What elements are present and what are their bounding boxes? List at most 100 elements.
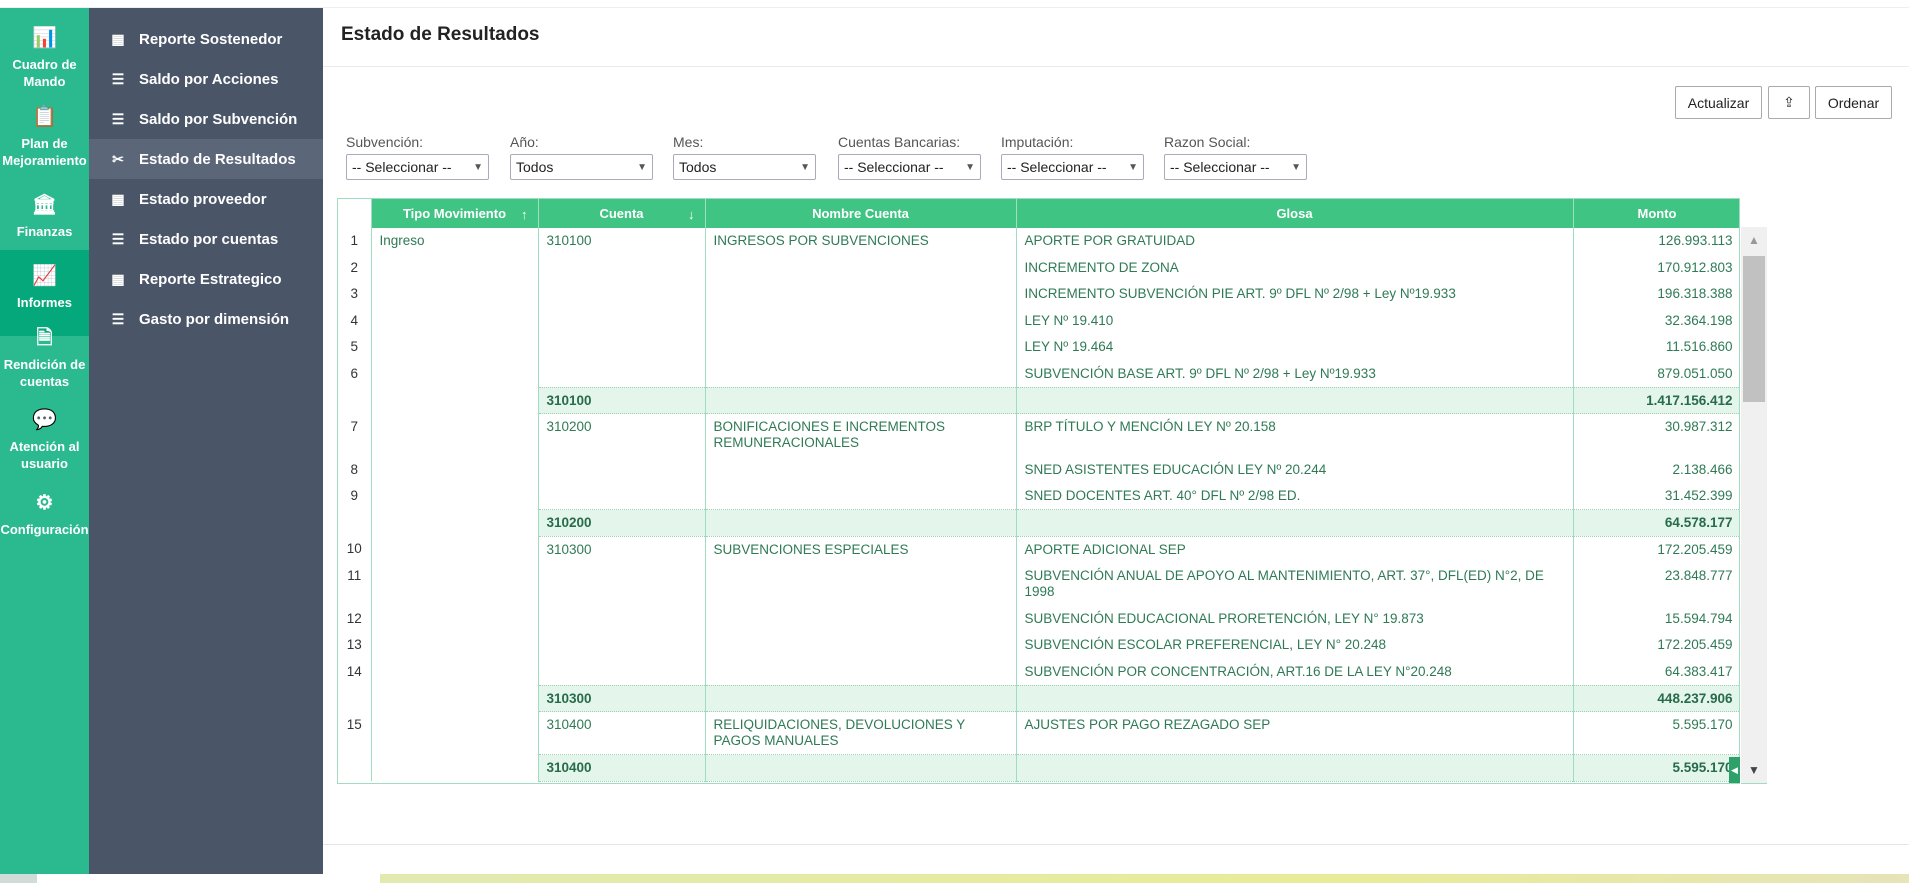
- rail-item-informes[interactable]: 📈 Informes: [0, 250, 89, 336]
- subtotal-nombre: [705, 386, 1017, 414]
- table-row[interactable]: 6 SUBVENCIÓN BASE ART. 9º DFL Nº 2/98 + L…: [338, 360, 1739, 387]
- monto-cell: 196.318.388: [1573, 281, 1739, 308]
- filter-select[interactable]: -- Seleccionar -- ▼: [1164, 154, 1307, 180]
- filter-select[interactable]: -- Seleccionar -- ▼: [838, 154, 981, 180]
- glosa-cell: SUBVENCIÓN POR CONCENTRACIÓN, ART.16 DE …: [1016, 658, 1574, 685]
- divider: [323, 66, 1909, 67]
- table-row[interactable]: 1 Ingreso 310100 INGRESOS POR SUBVENCIONES A…: [338, 228, 1739, 781]
- cuenta-cell: 310200: [538, 413, 706, 510]
- row-number: 10: [338, 536, 372, 563]
- row-number: 14: [338, 658, 372, 685]
- column-header[interactable]: Monto: [1573, 199, 1739, 228]
- cuenta-cell: 310300: [538, 536, 706, 685]
- subtotal-row: 310400 5.595.170: [338, 754, 1739, 782]
- filter-label: Subvención:: [346, 134, 424, 150]
- scroll-down-icon[interactable]: ▼: [1748, 763, 1760, 777]
- nav-item-label: Reporte Estrategico: [139, 270, 282, 288]
- subtotal-row: 310300 448.237.906: [338, 684, 1739, 712]
- glosa-cell: SUBVENCIÓN EDUCACIONAL PRORETENCIÓN, LEY…: [1016, 605, 1574, 632]
- table-row[interactable]: 12 SUBVENCIÓN EDUCACIONAL PRORETENCIÓN, L…: [338, 605, 1739, 632]
- list-icon: ☰: [111, 230, 125, 247]
- column-header[interactable]: Glosa: [1016, 199, 1574, 228]
- nav-item-reporte-estrategico[interactable]: ▦ Reporte Estrategico: [89, 259, 323, 299]
- scroll-up-icon[interactable]: ▲: [1748, 233, 1760, 247]
- subtotal-cuenta: 310300: [538, 684, 706, 712]
- row-number: 4: [338, 307, 372, 334]
- filter-select[interactable]: Todos ▼: [673, 154, 816, 180]
- monto-cell: 64.383.417: [1573, 658, 1739, 685]
- nombre-cuenta-cell: SUBVENCIONES ESPECIALES: [705, 536, 1017, 685]
- filter-group: Subvención: -- Seleccionar -- ▼: [346, 134, 489, 180]
- nav-item-estado-de-resultados[interactable]: ✂ Estado de Resultados: [89, 139, 323, 179]
- table-row[interactable]: 11 SUBVENCIÓN ANUAL DE APOYO AL MANTENIMI…: [338, 562, 1739, 606]
- row-number: [338, 509, 372, 536]
- monto-cell: 11.516.860: [1573, 334, 1739, 361]
- subtotal-glosa: [1016, 386, 1574, 414]
- table-row[interactable]: 15 310400 RELIQUIDACIONES, DEVOLUCIONES Y …: [338, 711, 1739, 755]
- chevron-down-icon: ▼: [1291, 161, 1301, 173]
- filter-select[interactable]: -- Seleccionar -- ▼: [346, 154, 489, 180]
- vertical-scrollbar[interactable]: ▲ ▼: [1741, 227, 1767, 784]
- rail-item-finanzas[interactable]: 🏛 Finanzas: [0, 193, 89, 240]
- cuenta-cell: 310400: [538, 711, 706, 755]
- subtotal-nombre: [705, 754, 1017, 782]
- table-row[interactable]: 9 SNED DOCENTES ART. 40° DFL Nº 2/98 ED. 3…: [338, 483, 1739, 510]
- table-row[interactable]: 2 INCREMENTO DE ZONA 170.912.803: [338, 254, 1739, 281]
- rail-item-label: Configuración: [0, 522, 89, 537]
- table-row[interactable]: 5 LEY Nº 19.464 11.516.860: [338, 334, 1739, 361]
- filter-group: Razon Social: -- Seleccionar -- ▼: [1164, 134, 1307, 180]
- rail-item-cuadro-de-mando[interactable]: 📊 Cuadro de Mando: [0, 26, 89, 90]
- column-header[interactable]: [338, 199, 372, 228]
- nav-item-estado-por-cuentas[interactable]: ☰ Estado por cuentas: [89, 219, 323, 259]
- rail-item-plan-de-mejoramiento[interactable]: 📋 Plan de Mejoramiento: [0, 105, 89, 169]
- nav-item-reporte-sostenedor[interactable]: ▦ Reporte Sostenedor: [89, 19, 323, 59]
- select-value: Todos: [516, 159, 554, 175]
- filter-select[interactable]: Todos ▼: [510, 154, 653, 180]
- column-header[interactable]: Tipo Movimiento ↑: [371, 199, 539, 228]
- page-title: Estado de Resultados: [341, 24, 540, 45]
- sort-desc-icon[interactable]: ↓: [688, 207, 695, 222]
- subtotal-glosa: [1016, 509, 1574, 537]
- sort-asc-icon[interactable]: ↑: [521, 207, 528, 222]
- filter-select[interactable]: -- Seleccionar -- ▼: [1001, 154, 1144, 180]
- nombre-cuenta-cell: INGRESOS POR SUBVENCIONES: [705, 228, 1017, 387]
- cuenta-cell: 310100: [538, 228, 706, 387]
- rail-item-atención-al-usuario[interactable]: 💬 Atención al usuario: [0, 408, 89, 472]
- glosa-cell: LEY Nº 19.464: [1016, 334, 1574, 361]
- column-header[interactable]: Nombre Cuenta: [705, 199, 1017, 228]
- sort-button[interactable]: Ordenar: [1815, 86, 1892, 119]
- table-row[interactable]: 7 310200 BONIFICACIONES E INCREMENTOS REMU…: [338, 413, 1739, 510]
- rail-item-configuración[interactable]: ⚙ Configuración: [0, 491, 89, 538]
- top-bar: [0, 0, 1909, 8]
- refresh-button[interactable]: Actualizar: [1675, 86, 1762, 119]
- table-row[interactable]: 8 SNED ASISTENTES EDUCACIÓN LEY Nº 20.244…: [338, 456, 1739, 483]
- results-table: Tipo Movimiento ↑ Cuenta ↓ Nombre Cuenta Glos…: [337, 198, 1740, 784]
- scrollbar-thumb[interactable]: [1743, 256, 1765, 402]
- nav-item-gasto-por-dimensión[interactable]: ☰ Gasto por dimensión: [89, 299, 323, 339]
- table-row[interactable]: 14 SUBVENCIÓN POR CONCENTRACIÓN, ART.16 D…: [338, 658, 1739, 685]
- bank-icon: 🏛: [31, 194, 58, 216]
- column-header[interactable]: Cuenta ↓: [538, 199, 706, 228]
- table-row[interactable]: 13 SUBVENCIÓN ESCOLAR PREFERENCIAL, LEY N…: [338, 632, 1739, 659]
- export-button[interactable]: ⇪: [1768, 86, 1810, 119]
- row-number: 3: [338, 281, 372, 308]
- monto-cell: 23.848.777: [1573, 562, 1739, 606]
- table-row[interactable]: 4 LEY Nº 19.410 32.364.198: [338, 307, 1739, 334]
- nav-item-estado-proveedor[interactable]: ▦ Estado proveedor: [89, 179, 323, 219]
- nombre-cuenta-cell: RELIQUIDACIONES, DEVOLUCIONES Y PAGOS MA…: [705, 711, 1017, 755]
- collapse-handle[interactable]: ◀: [1729, 757, 1740, 783]
- rail-item-label: Cuadro de Mando: [12, 57, 77, 89]
- nav-item-saldo-por-acciones[interactable]: ☰ Saldo por Acciones: [89, 59, 323, 99]
- bar-chart-icon: 📊: [32, 27, 57, 49]
- subtotal-monto: 64.578.177: [1573, 509, 1739, 537]
- monto-cell: 170.912.803: [1573, 254, 1739, 281]
- chevron-down-icon: ▼: [473, 161, 483, 173]
- table-row[interactable]: 3 INCREMENTO SUBVENCIÓN PIE ART. 9º DFL N…: [338, 281, 1739, 308]
- table-row[interactable]: 10 310300 SUBVENCIONES ESPECIALES APORTE AD…: [338, 536, 1739, 685]
- filter-group: Año: Todos ▼: [510, 134, 653, 180]
- rail-item-rendición-de-cuentas[interactable]: 🗎 Rendición de cuentas: [0, 326, 89, 390]
- monto-cell: 31.452.399: [1573, 483, 1739, 510]
- csv-file-icon: 🗎: [36, 327, 53, 349]
- filter-group: Mes: Todos ▼: [673, 134, 816, 180]
- nav-item-saldo-por-subvención[interactable]: ☰ Saldo por Subvención: [89, 99, 323, 139]
